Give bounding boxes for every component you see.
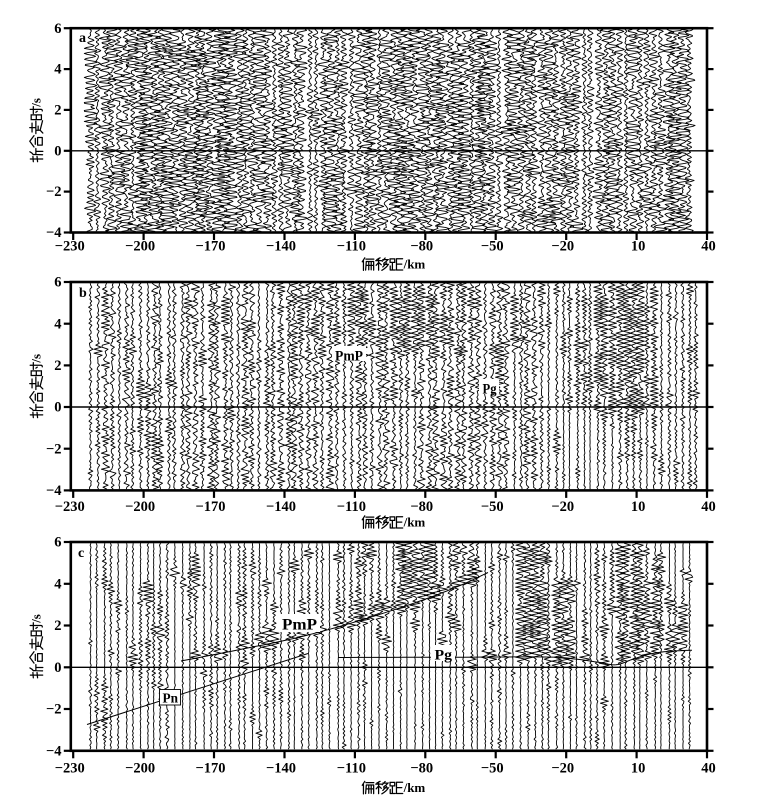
svg-text:0: 0 xyxy=(54,143,61,159)
svg-text:2: 2 xyxy=(54,358,61,374)
svg-text:−50: −50 xyxy=(481,761,504,777)
svg-text:−200: −200 xyxy=(125,239,155,255)
svg-text:10: 10 xyxy=(631,239,646,255)
svg-text:−140: −140 xyxy=(266,761,296,777)
svg-text:−230: −230 xyxy=(55,761,85,777)
svg-text:2: 2 xyxy=(54,618,61,634)
svg-text:−170: −170 xyxy=(195,239,225,255)
svg-text:−4: −4 xyxy=(46,743,62,759)
svg-text:−2: −2 xyxy=(46,441,62,457)
svg-text:Pn: Pn xyxy=(163,692,179,707)
svg-text:−110: −110 xyxy=(337,499,366,515)
svg-text:40: 40 xyxy=(701,239,716,255)
svg-text:40: 40 xyxy=(701,761,716,777)
svg-text:−2: −2 xyxy=(46,184,62,200)
svg-text:6: 6 xyxy=(54,275,61,291)
svg-text:−110: −110 xyxy=(337,239,366,255)
svg-text:/s: /s xyxy=(29,98,44,108)
svg-text:−110: −110 xyxy=(337,761,366,777)
svg-text:40: 40 xyxy=(701,499,716,515)
svg-text:PmP: PmP xyxy=(335,349,363,365)
svg-text:−230: −230 xyxy=(55,499,85,515)
svg-text:b: b xyxy=(79,286,87,301)
svg-text:4: 4 xyxy=(54,316,61,332)
svg-text:a: a xyxy=(79,31,86,46)
svg-text:Pg: Pg xyxy=(483,382,497,398)
svg-text:6: 6 xyxy=(54,535,61,551)
svg-text:−20: −20 xyxy=(551,239,574,255)
svg-text:4: 4 xyxy=(54,576,61,592)
svg-text:4: 4 xyxy=(54,62,61,78)
svg-text:−140: −140 xyxy=(266,239,296,255)
svg-text:6: 6 xyxy=(54,21,61,37)
svg-text:−50: −50 xyxy=(481,239,504,255)
svg-text:c: c xyxy=(78,546,84,561)
svg-text:Pg: Pg xyxy=(435,648,453,664)
svg-text:−230: −230 xyxy=(55,239,85,255)
svg-text:−2: −2 xyxy=(46,702,62,718)
svg-text:−80: −80 xyxy=(410,239,433,255)
svg-text:−200: −200 xyxy=(125,499,155,515)
svg-text:PmP: PmP xyxy=(282,617,318,634)
svg-text:−20: −20 xyxy=(551,499,574,515)
svg-text:−80: −80 xyxy=(410,499,433,515)
svg-text:−200: −200 xyxy=(125,761,155,777)
svg-text:/km: /km xyxy=(403,780,426,795)
svg-text:/km: /km xyxy=(403,257,426,272)
svg-text:−170: −170 xyxy=(195,499,225,515)
svg-text:−140: −140 xyxy=(266,499,296,515)
svg-text:0: 0 xyxy=(54,660,61,676)
svg-text:−50: −50 xyxy=(481,499,504,515)
svg-text:−170: −170 xyxy=(195,761,225,777)
svg-text:/s: /s xyxy=(29,614,44,624)
svg-text:−4: −4 xyxy=(46,225,62,241)
svg-text:10: 10 xyxy=(631,499,646,515)
svg-text:−80: −80 xyxy=(410,761,433,777)
svg-text:−4: −4 xyxy=(46,483,62,499)
svg-text:2: 2 xyxy=(54,103,61,119)
svg-text:−20: −20 xyxy=(551,761,574,777)
svg-text:/km: /km xyxy=(403,515,426,530)
svg-text:0: 0 xyxy=(54,400,61,416)
svg-text:/s: /s xyxy=(29,354,44,364)
svg-text:10: 10 xyxy=(631,761,646,777)
